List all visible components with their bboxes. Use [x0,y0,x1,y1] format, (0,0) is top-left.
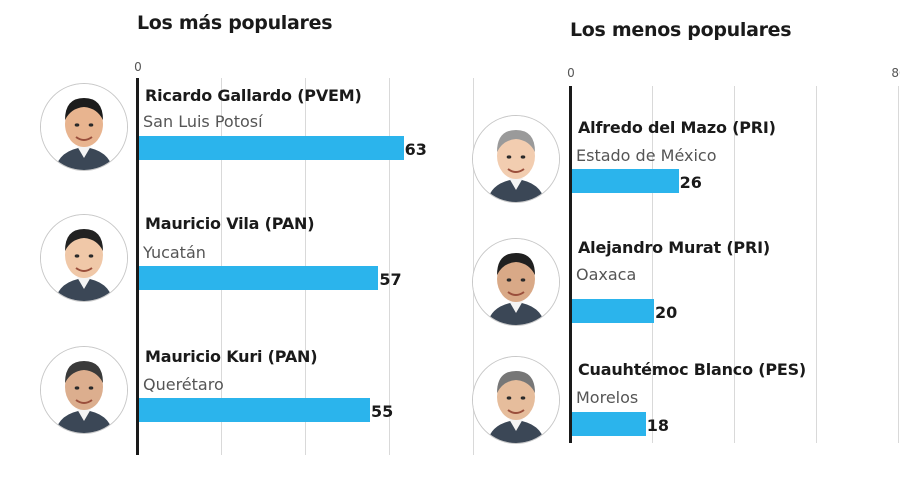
category-sublabel: Estado de México [576,146,717,165]
tick-label: 0 [567,66,575,80]
data-label: 57 [379,270,402,289]
bar [572,412,646,436]
portrait-image [473,357,559,443]
gridline [898,86,899,443]
category-label: Cuauhtémoc Blanco (PES) [578,360,807,379]
tick-label: 80 [891,66,900,80]
category-label: Mauricio Kuri (PAN) [145,347,318,366]
chart-title: Los menos populares [570,19,792,41]
portrait-image [41,84,127,170]
category-label: Ricardo Gallardo (PVEM) [145,86,362,105]
bar [572,299,654,323]
data-label: 20 [655,303,678,322]
axis-line [569,86,572,443]
tick-label: 0 [134,60,142,74]
category-label: Alejandro Murat (PRI) [578,238,770,257]
category-sublabel: Oaxaca [576,265,637,284]
gridline [816,86,817,443]
bar [139,398,370,422]
data-label: 63 [404,140,427,159]
category-sublabel: Querétaro [143,375,224,394]
avatar [40,214,128,302]
category-sublabel: San Luis Potosí [143,112,263,131]
category-label: Mauricio Vila (PAN) [145,214,315,233]
category-label: Alfredo del Mazo (PRI) [578,118,776,137]
bar [139,136,404,160]
avatar [40,83,128,171]
portrait-image [41,347,127,433]
bar [572,169,679,193]
gridline [734,86,735,443]
avatar [472,238,560,326]
bar [139,266,379,290]
portrait-image [473,239,559,325]
avatar [472,356,560,444]
gridline [389,78,390,455]
portrait-image [473,116,559,202]
chart-title: Los más populares [137,12,333,34]
avatar [40,346,128,434]
avatar [472,115,560,203]
data-label: 55 [371,402,394,421]
portrait-image [41,215,127,301]
category-sublabel: Morelos [576,388,639,407]
gridline [652,86,653,443]
chart-most-popular: Los más populares 0 Ricardo Gallardo (PV… [0,0,474,486]
data-label: 18 [646,416,670,435]
axis-line [136,78,139,455]
category-sublabel: Yucatán [143,243,206,262]
data-label: 26 [679,173,702,192]
chart-least-popular: Los menos populares 0 80 Alfredo del Mazo… [440,0,900,486]
